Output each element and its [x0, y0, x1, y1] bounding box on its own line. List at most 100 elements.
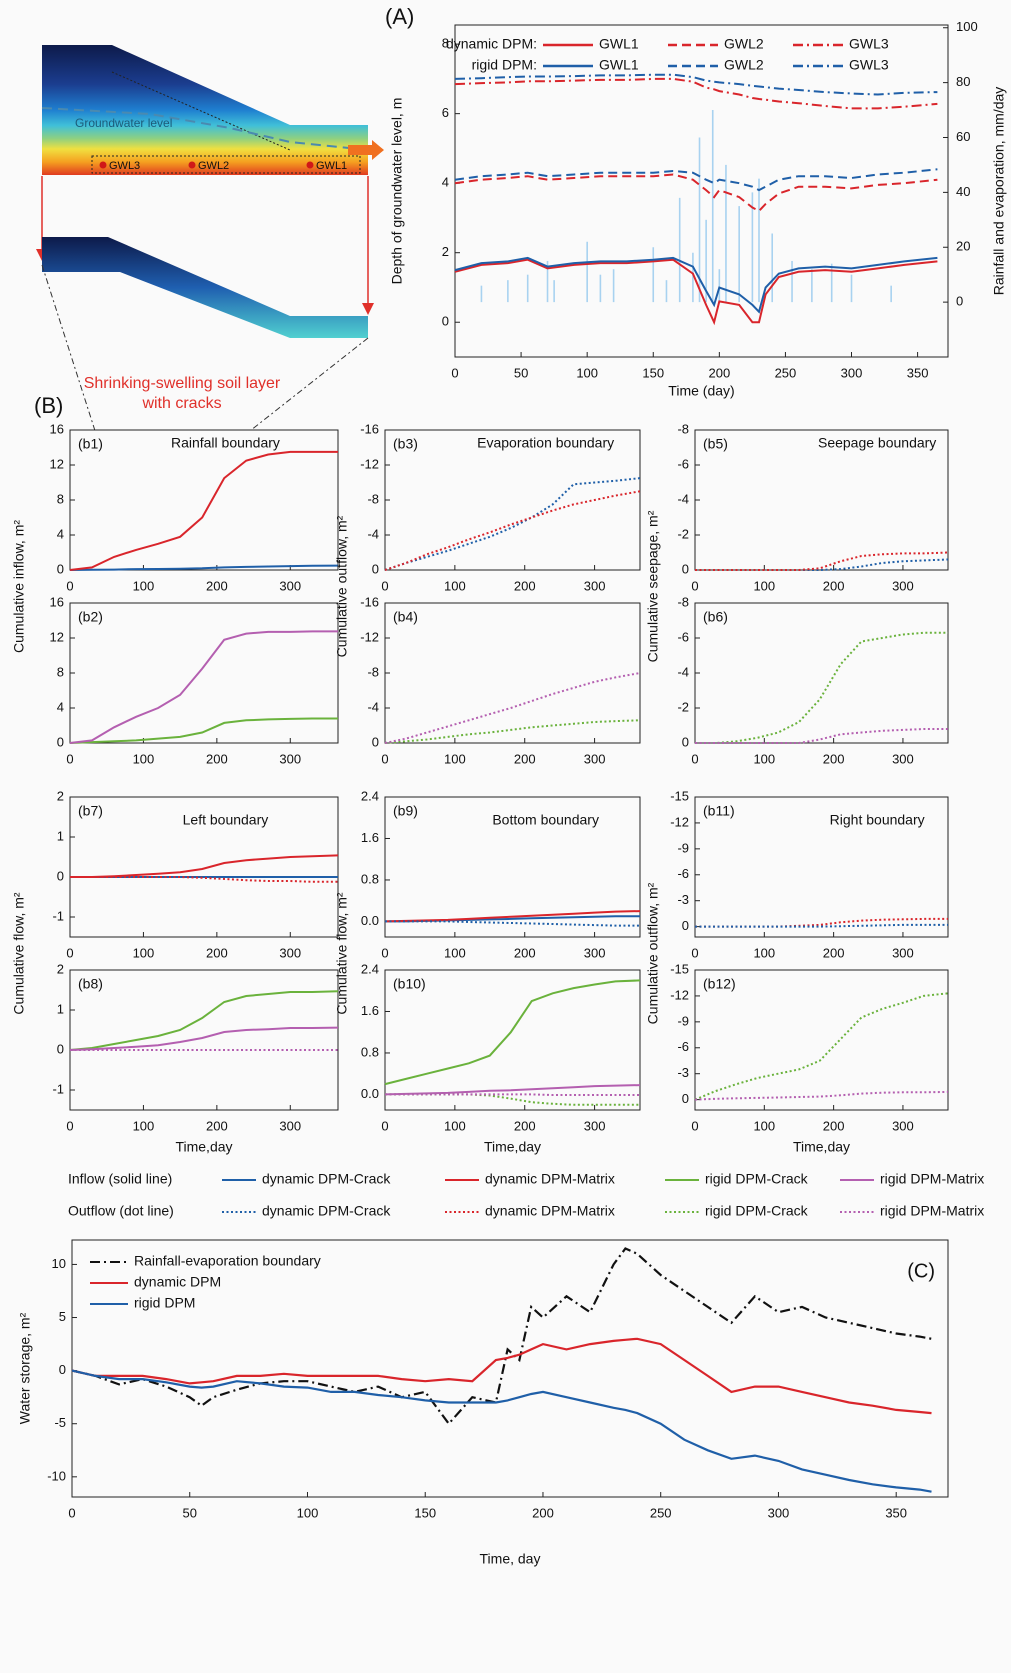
x-tick-label: 300 [584, 945, 606, 960]
x-tick-label: 0 [381, 751, 388, 766]
probe-dot [307, 162, 314, 169]
y-tick-label: 0 [57, 561, 64, 576]
x-tick-label: 350 [907, 365, 929, 380]
panel-label: (b10) [393, 976, 426, 992]
y-tick-label: -12 [670, 814, 689, 829]
legend-label: GWL1 [599, 36, 639, 52]
y-tick-label: -4 [367, 526, 379, 541]
panel-label: (B) [34, 393, 63, 418]
x-tick-label: 100 [444, 945, 466, 960]
legend-label: rigid DPM-Matrix [880, 1203, 984, 1219]
y-tick-label: -8 [367, 664, 379, 679]
y-tick-label: 0 [682, 734, 689, 749]
y-tick-label: -10 [47, 1468, 66, 1483]
y-tick-label: -8 [677, 421, 689, 436]
y-axis-label: Cumulative inflow, m² [11, 520, 27, 653]
x-tick-label: 50 [514, 365, 528, 380]
x-tick-label: 200 [514, 751, 536, 766]
y-tick-label: 0 [59, 1362, 66, 1377]
y-axis-label: Depth of groundwater level, m [389, 98, 405, 285]
plot-frame [455, 25, 948, 357]
y-tick-label: -5 [54, 1415, 66, 1430]
y-tick-label: 12 [50, 456, 64, 471]
legend-label: dynamic DPM-Matrix [485, 1203, 615, 1219]
y-tick-label: 0 [682, 1091, 689, 1106]
x-tick-label: 300 [279, 578, 301, 593]
y-tick-label: -4 [677, 664, 689, 679]
y-tick-label: 2 [57, 788, 64, 803]
x-tick-label: 100 [444, 751, 466, 766]
x-tick-label: 0 [68, 1505, 75, 1520]
y-tick-label: 4 [442, 175, 449, 190]
y-tick-label: 0 [57, 1041, 64, 1056]
x-tick-label: 300 [892, 945, 914, 960]
x-tick-label: 150 [414, 1505, 436, 1520]
legend-label: rigid DPM-Matrix [880, 1171, 984, 1187]
plot-frame [695, 603, 948, 743]
y-tick-label: 2.4 [361, 788, 379, 803]
panel-label: (b1) [78, 436, 103, 452]
y-tick-label: 1.6 [361, 1003, 379, 1018]
x-tick-label: 200 [708, 365, 730, 380]
y-tick-label: -9 [677, 1013, 689, 1028]
y-tick-label: 0 [372, 734, 379, 749]
page: {"panel_labels": {"B": "(B)"}, "schemati… [0, 0, 1011, 1673]
x-axis-label: Time,day [793, 1139, 850, 1155]
x-tick-label: 100 [133, 578, 155, 593]
panel-label: (b4) [393, 609, 418, 625]
x-tick-label: 350 [885, 1505, 907, 1520]
x-tick-label: 200 [206, 751, 228, 766]
y-tick-label: 6 [442, 105, 449, 120]
y-tick-label: -15 [670, 788, 689, 803]
x-tick-label: 200 [514, 945, 536, 960]
y-tick-label: 0.8 [361, 871, 379, 886]
x-tick-label: 0 [691, 1118, 698, 1133]
y-axis-label: Cumulative flow, m² [11, 892, 27, 1014]
x-axis-label: Time, day [480, 1551, 541, 1567]
x-tick-label: 200 [514, 1118, 536, 1133]
probe-label: GWL1 [316, 160, 347, 172]
x-tick-label: 0 [691, 751, 698, 766]
y-tick-label: -12 [360, 456, 379, 471]
y-axis-label: Water storage, m² [17, 1312, 33, 1424]
y-tick-label: 2.4 [361, 961, 379, 976]
x-tick-label: 200 [823, 751, 845, 766]
panel-label: (b3) [393, 436, 418, 452]
boundary-title: Right boundary [830, 812, 925, 828]
x-tick-label: 100 [444, 1118, 466, 1133]
x-tick-label: 300 [279, 945, 301, 960]
legend-row-label: Inflow (solid line) [68, 1171, 172, 1187]
y-tick-label: -15 [670, 961, 689, 976]
plot-frame [695, 430, 948, 570]
y-tick-label: -8 [367, 491, 379, 506]
x-tick-label: 300 [892, 578, 914, 593]
y-tick-label: 0.8 [361, 1044, 379, 1059]
x-axis-label: Time,day [484, 1139, 541, 1155]
caption: with cracks [141, 395, 221, 412]
y2-tick-label: 0 [956, 294, 963, 309]
x-tick-label: 0 [66, 1118, 73, 1133]
x-tick-label: 100 [576, 365, 598, 380]
legend-group: dynamic DPM: [446, 36, 537, 52]
y2-tick-label: 80 [956, 74, 970, 89]
y-tick-label: 0 [372, 561, 379, 576]
panel-label: (b11) [703, 803, 735, 819]
y-axis-label: Cumulative seepage, m² [645, 510, 661, 662]
x-tick-label: 250 [650, 1505, 672, 1520]
y-tick-label: 1.6 [361, 830, 379, 845]
y-tick-label: 16 [50, 594, 64, 609]
x-tick-label: 200 [206, 1118, 228, 1133]
x-tick-label: 100 [444, 578, 466, 593]
y-tick-label: 0 [682, 918, 689, 933]
y-tick-label: 2 [57, 961, 64, 976]
y-tick-label: 5 [59, 1309, 66, 1324]
y-tick-label: -2 [677, 526, 689, 541]
caption: Shrinking-swelling soil layer [84, 375, 281, 392]
x-tick-label: 200 [206, 945, 228, 960]
x-tick-label: 300 [841, 365, 863, 380]
y-tick-label: -6 [677, 866, 689, 881]
x-tick-label: 200 [823, 945, 845, 960]
x-tick-label: 100 [297, 1505, 319, 1520]
y2-tick-label: 40 [956, 184, 970, 199]
y-tick-label: 8 [57, 491, 64, 506]
